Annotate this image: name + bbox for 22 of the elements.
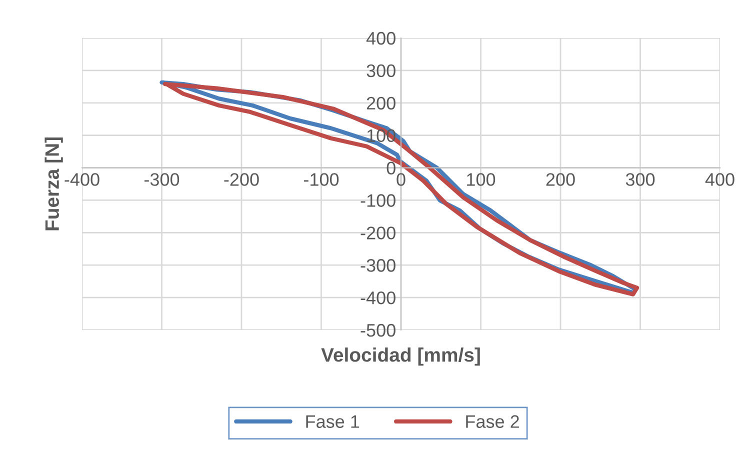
y-tick-label: -300 bbox=[360, 259, 396, 272]
y-tick-label: -400 bbox=[360, 291, 396, 304]
y-tick-label: 300 bbox=[366, 64, 396, 78]
legend-label: Fase 1 bbox=[306, 415, 360, 428]
x-tick-label: 300 bbox=[626, 173, 655, 186]
y-tick-label: 400 bbox=[366, 32, 396, 45]
x-tick-label: 100 bbox=[467, 173, 496, 186]
x-tick-label: -400 bbox=[64, 173, 100, 186]
x-tick-label: -100 bbox=[304, 173, 339, 186]
y-tick-label: 0 bbox=[386, 162, 396, 174]
y-tick-label: 200 bbox=[366, 96, 396, 110]
x-tick-label: 400 bbox=[705, 173, 734, 186]
x-tick-label: -200 bbox=[224, 173, 259, 186]
y-tick-label: -100 bbox=[360, 194, 396, 207]
x-axis-title: Velocidad [mm/s] bbox=[321, 348, 480, 366]
x-tick-label: 200 bbox=[546, 173, 575, 186]
x-tick-label: -300 bbox=[144, 173, 180, 186]
y-tick-label: -200 bbox=[360, 226, 396, 240]
y-axis-title: Fuerza [N] bbox=[44, 138, 63, 230]
y-tick-label: -500 bbox=[360, 324, 396, 337]
legend-label: Fase 2 bbox=[466, 415, 519, 428]
x-tick-label: 0 bbox=[396, 173, 406, 186]
